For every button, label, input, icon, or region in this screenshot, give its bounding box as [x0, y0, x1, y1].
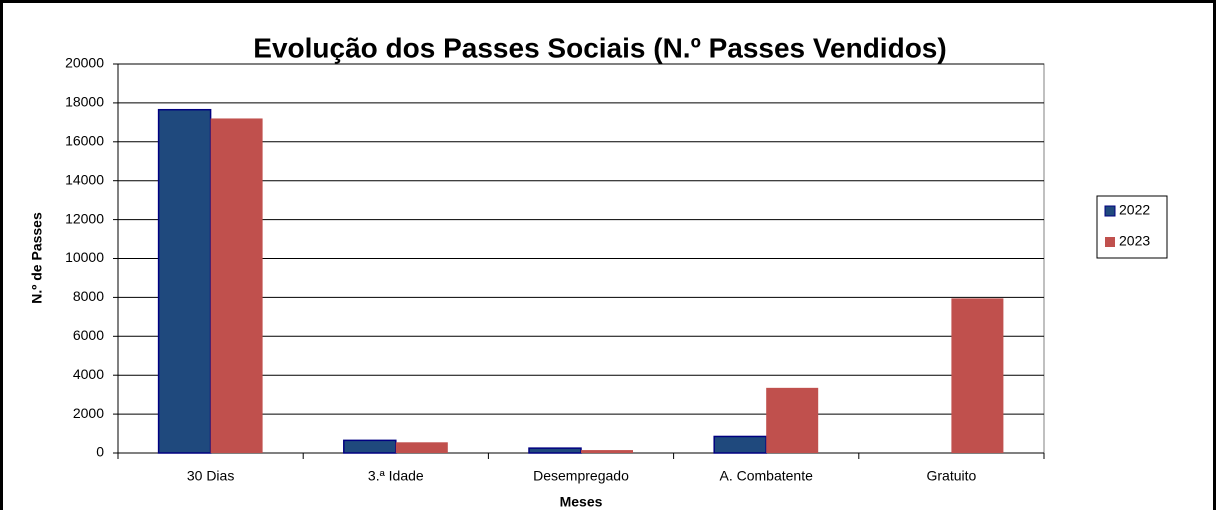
bar [951, 298, 1004, 453]
y-axis-label: N.º de Passes [29, 212, 45, 304]
y-tick-label: 0 [96, 444, 104, 460]
bar [713, 435, 767, 454]
y-tick-label: 20000 [65, 55, 104, 71]
bar [528, 447, 582, 454]
y-tick-label: 14000 [65, 171, 104, 187]
bar [581, 450, 633, 453]
y-tick-label: 4000 [73, 366, 104, 382]
bar [157, 108, 212, 454]
bar [210, 118, 263, 454]
x-tick-label: A. Combatente [720, 468, 814, 484]
y-tick-label: 12000 [65, 210, 104, 226]
bar [343, 439, 397, 454]
y-tick-label: 2000 [73, 405, 104, 421]
chart-title: Evolução dos Passes Sociais (N.º Passes … [253, 32, 946, 63]
y-tick-label: 6000 [73, 327, 104, 343]
x-tick-label: 3.ª Idade [368, 468, 424, 484]
legend-swatch [1105, 237, 1115, 247]
x-tick-label: 30 Dias [187, 468, 234, 484]
x-tick-label: Gratuito [926, 468, 976, 484]
bar [395, 442, 448, 453]
legend-label: 2022 [1119, 202, 1150, 218]
bar [766, 387, 819, 453]
y-tick-label: 10000 [65, 249, 104, 265]
y-tick-label: 8000 [73, 288, 104, 304]
legend-label: 2023 [1119, 233, 1150, 249]
y-tick-label: 18000 [65, 94, 104, 110]
x-tick-label: Desempregado [533, 468, 629, 484]
legend-swatch [1104, 205, 1116, 217]
x-axis-label: Meses [560, 494, 603, 510]
y-tick-label: 16000 [65, 133, 104, 149]
